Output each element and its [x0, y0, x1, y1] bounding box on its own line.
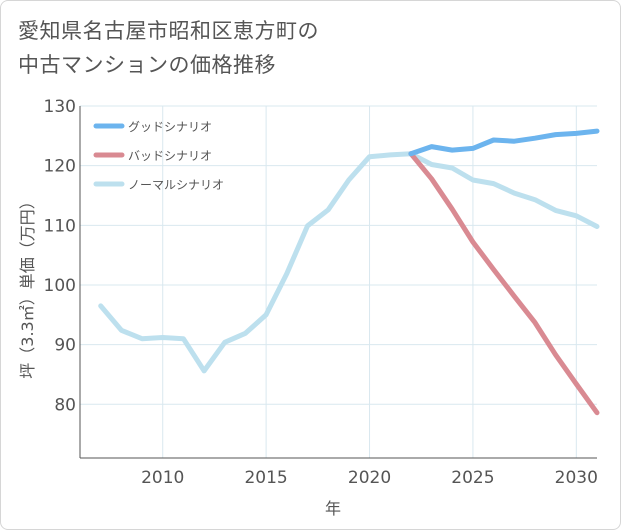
legend-label-bad: バッドシナリオ	[128, 149, 212, 163]
y-tick-label: 90	[54, 336, 76, 356]
y-axis-label: 坪（3.3㎡）単価（万円）	[18, 193, 37, 378]
grid-lines	[80, 105, 597, 458]
legend-label-normal: ノーマルシナリオ	[128, 178, 224, 192]
y-tick-label: 120	[44, 157, 76, 177]
legend-label-good: グッドシナリオ	[128, 120, 212, 134]
chart-title: 愛知県名古屋市昭和区恵方町の 中古マンションの価格推移	[18, 14, 319, 82]
series-line-good	[408, 128, 600, 157]
tick-labels: 80 90 100 110 120 130 2010 2015 2020 2025 2030	[44, 97, 598, 488]
x-tick-label: 2010	[141, 468, 184, 488]
x-axis-label: 年	[325, 499, 341, 518]
chart-title-line-2: 中古マンションの価格推移	[18, 53, 276, 77]
y-tick-label: 80	[54, 395, 76, 415]
chart-title-line-1: 愛知県名古屋市昭和区恵方町の	[18, 19, 319, 43]
x-tick-label: 2015	[244, 468, 287, 488]
series-line-bad	[408, 151, 600, 416]
y-tick-label: 110	[44, 216, 76, 236]
axes	[79, 106, 597, 459]
x-tick-label: 2025	[451, 468, 494, 488]
x-tick-label: 2020	[348, 468, 391, 488]
series-lines	[98, 128, 600, 416]
y-tick-label: 130	[44, 97, 76, 117]
y-tick-label: 100	[44, 276, 76, 296]
x-tick-label: 2030	[555, 468, 598, 488]
series-line-normal	[98, 151, 600, 374]
